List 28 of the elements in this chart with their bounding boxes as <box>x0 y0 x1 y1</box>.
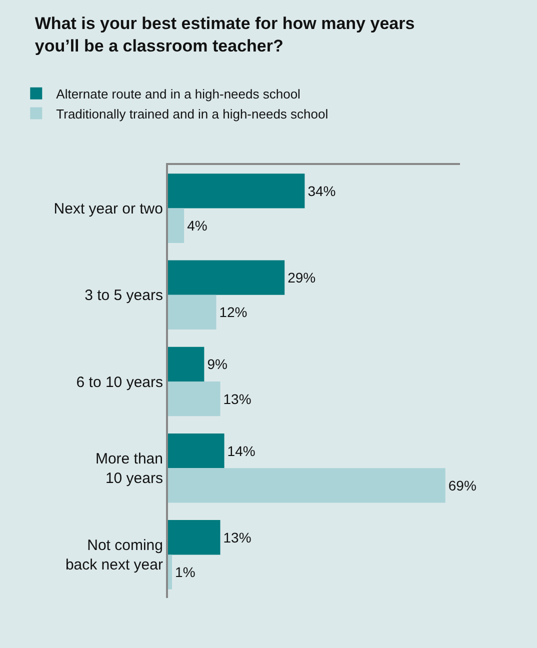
data-label: 12% <box>219 304 248 320</box>
bar <box>168 520 220 555</box>
bar <box>168 554 172 590</box>
y-tick-label: More than 10 years <box>95 450 163 488</box>
data-label: 13% <box>223 529 252 546</box>
bar <box>168 174 305 208</box>
bar <box>168 346 204 382</box>
y-tick-label: 3 to 5 years <box>84 287 163 304</box>
bar <box>168 294 216 330</box>
data-label: 13% <box>223 390 252 407</box>
bar <box>168 382 220 416</box>
data-label: 14% <box>227 442 256 459</box>
data-label: 1% <box>175 564 196 580</box>
data-label: 9% <box>207 356 228 372</box>
bar <box>168 208 184 243</box>
chart-title: What is your best estimate for how many years you’ll be a classroom teacher? <box>34 14 415 56</box>
data-label: 4% <box>187 218 208 234</box>
bar <box>168 433 224 468</box>
legend-label: Alternate route and in a high-needs school <box>56 86 301 102</box>
data-label: 29% <box>288 270 316 286</box>
y-tick-label: Next year or two <box>54 200 163 218</box>
bar <box>168 260 285 295</box>
legend-label: Traditionally trained and in a high-needs school <box>56 106 328 122</box>
y-tick-label: Not coming back next year <box>65 537 163 574</box>
y-tick-label: 6 to 10 years <box>76 374 163 391</box>
bar <box>168 468 446 503</box>
data-label: 69% <box>448 477 476 494</box>
data-label: 34% <box>308 182 336 199</box>
